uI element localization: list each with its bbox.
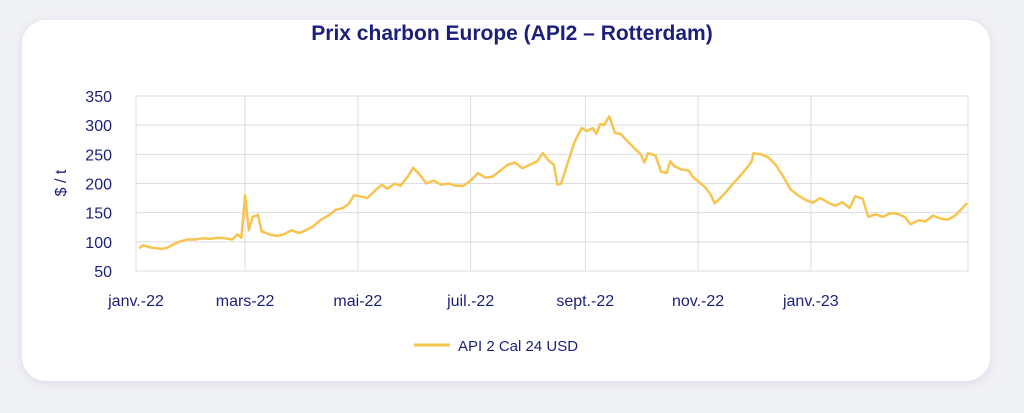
x-tick-label: mars-22 bbox=[216, 293, 275, 310]
x-tick-label: sept.-22 bbox=[556, 293, 614, 310]
chart-title: Prix charbon Europe (API2 – Rotterdam) bbox=[311, 22, 713, 45]
y-tick-label: 300 bbox=[85, 118, 112, 135]
x-tick-label: janv.-23 bbox=[782, 293, 839, 310]
series-line bbox=[138, 115, 968, 251]
y-tick-label: 100 bbox=[85, 235, 112, 252]
x-tick-label: janv.-22 bbox=[107, 293, 164, 310]
legend-label: API 2 Cal 24 USD bbox=[458, 338, 578, 355]
y-axis-label: $ / t bbox=[53, 169, 70, 196]
legend: API 2 Cal 24 USD bbox=[414, 338, 578, 355]
y-tick-label: 200 bbox=[85, 177, 112, 194]
y-tick-label: 250 bbox=[85, 147, 112, 164]
x-axis-ticks: janv.-22 mars-22 mai-22 juil.-22 sept.-22 nov… bbox=[107, 293, 839, 310]
series-group bbox=[138, 115, 968, 251]
y-axis-ticks: 50 100 150 200 250 300 350 bbox=[85, 89, 112, 281]
x-tick-label: mai-22 bbox=[333, 293, 382, 310]
y-tick-label: 350 bbox=[85, 89, 112, 106]
chart-card bbox=[22, 20, 990, 381]
x-tick-label: nov.-22 bbox=[672, 293, 724, 310]
y-tick-label: 150 bbox=[85, 206, 112, 223]
y-tick-label: 50 bbox=[94, 264, 112, 281]
x-tick-label: juil.-22 bbox=[446, 293, 494, 310]
grid bbox=[135, 95, 969, 272]
